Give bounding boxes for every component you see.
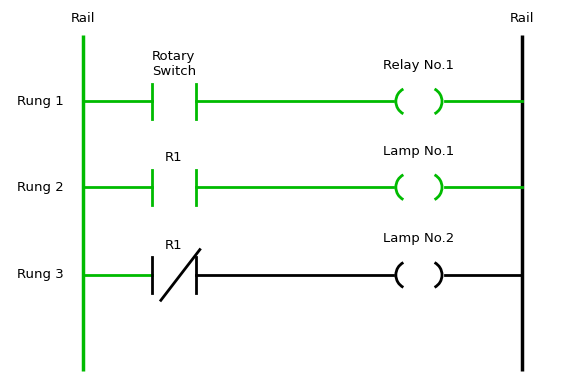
Text: Rung 2: Rung 2 xyxy=(17,181,63,194)
Text: Rung 3: Rung 3 xyxy=(17,268,63,282)
Text: R1: R1 xyxy=(165,239,182,252)
Text: Rung 1: Rung 1 xyxy=(17,95,63,108)
Text: Rail: Rail xyxy=(71,12,95,25)
Text: Relay No.1: Relay No.1 xyxy=(384,59,454,72)
Text: R1: R1 xyxy=(165,151,182,164)
Text: Rail: Rail xyxy=(510,12,534,25)
Text: Lamp No.2: Lamp No.2 xyxy=(383,232,455,245)
Text: Rotary
Switch: Rotary Switch xyxy=(152,50,196,78)
Text: Lamp No.1: Lamp No.1 xyxy=(383,145,455,158)
